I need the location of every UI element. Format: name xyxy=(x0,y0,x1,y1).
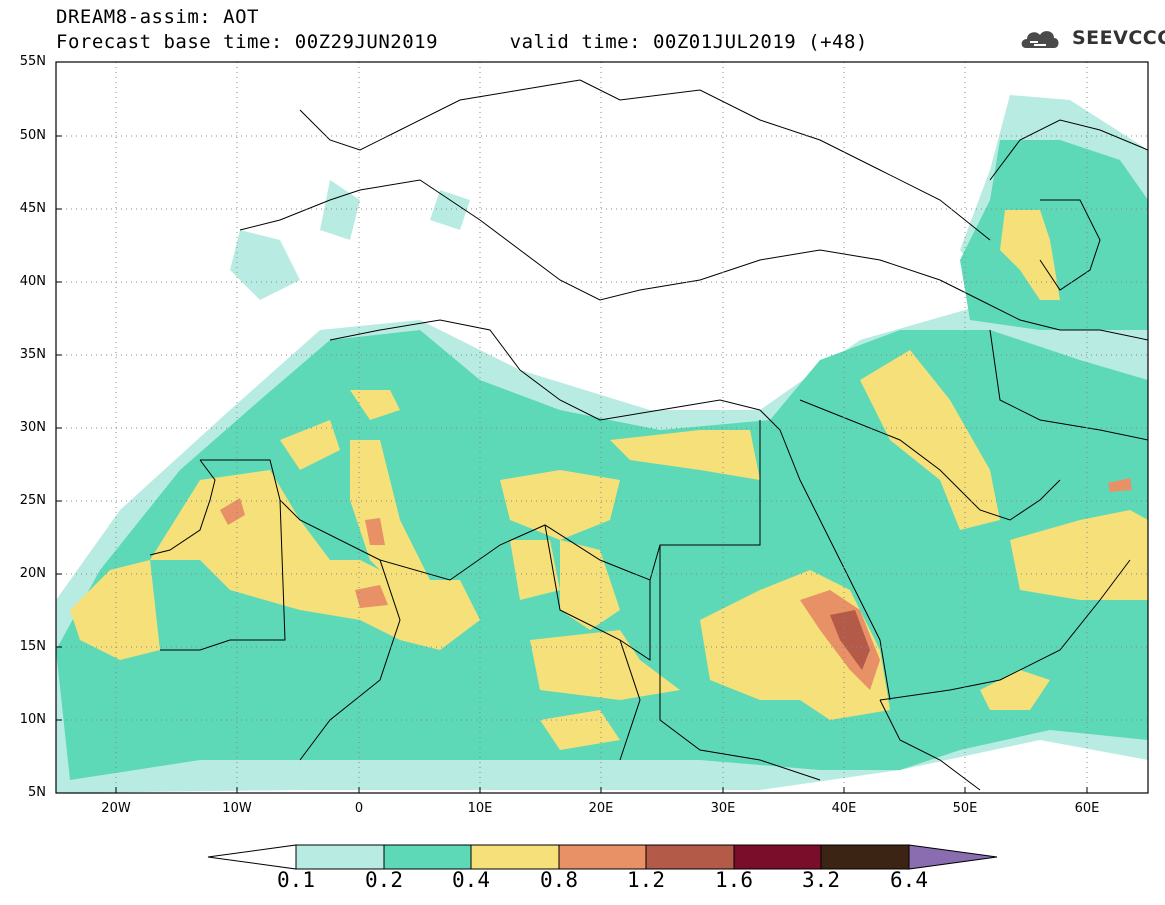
lat-label: 25N xyxy=(19,493,46,508)
lat-label: 30N xyxy=(19,420,46,435)
colorbar-low-arrow xyxy=(207,844,297,870)
cloud-logo-icon xyxy=(1021,31,1059,48)
colorbar-bin-5 xyxy=(645,844,735,870)
lon-label: 20E xyxy=(588,801,614,816)
colorbar-label: 1.6 xyxy=(715,868,753,892)
lat-label: 40N xyxy=(19,274,46,289)
colorbar-bin-4 xyxy=(558,844,647,870)
lon-label: 10E xyxy=(467,801,493,816)
colorbar-label: 0.2 xyxy=(365,868,403,892)
map-title: DREAM8-assim: AOT xyxy=(56,6,259,28)
colorbar-label: 0.8 xyxy=(540,868,578,892)
colorbar-label: 6.4 xyxy=(890,868,928,892)
lon-label: 60E xyxy=(1074,801,1100,816)
colorbar xyxy=(207,844,998,870)
colorbar-bin-2 xyxy=(383,844,472,870)
lat-label: 55N xyxy=(19,54,46,69)
lat-label: 15N xyxy=(19,639,46,654)
aot-contour-layer xyxy=(56,62,1148,793)
lat-label: 20N xyxy=(19,566,46,581)
lon-label: 20W xyxy=(101,801,131,816)
colorbar-bin-6 xyxy=(733,844,822,870)
lat-label: 5N xyxy=(28,785,46,800)
colorbar-label: 0.4 xyxy=(452,868,490,892)
map-subtitle: Forecast base time: 00Z29JUN2019 valid t… xyxy=(56,31,868,53)
lat-label: 10N xyxy=(19,712,46,727)
lat-label: 50N xyxy=(19,128,46,143)
colorbar-bin-3 xyxy=(470,844,560,870)
lat-label: 45N xyxy=(19,201,46,216)
lon-label: 0 xyxy=(354,801,364,816)
colorbar-label: 0.1 xyxy=(277,868,315,892)
colorbar-bin-1 xyxy=(295,844,385,870)
colorbar-label: 3.2 xyxy=(802,868,840,892)
colorbar-label: 1.2 xyxy=(627,868,665,892)
lat-label: 35N xyxy=(19,347,46,362)
lon-label: 40E xyxy=(831,801,857,816)
logo-text: SEEVCCC xyxy=(1072,27,1165,49)
lon-label: 50E xyxy=(952,801,978,816)
lon-label: 10W xyxy=(222,801,252,816)
colorbar-high-arrow xyxy=(908,844,998,870)
colorbar-bin-7 xyxy=(820,844,910,870)
lon-label: 30E xyxy=(710,801,736,816)
